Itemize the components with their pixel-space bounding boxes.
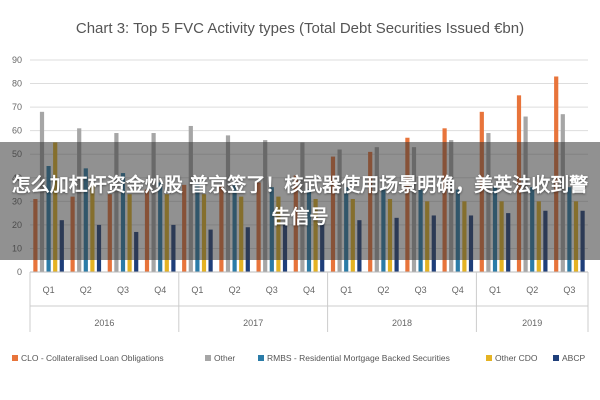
x-tick-label: Q1 [489, 285, 501, 295]
news-overlay-banner[interactable]: 怎么加杠杆资金炒股 普京签了！核武器使用场景明确，美英法收到警告信号 [0, 142, 600, 260]
group-label: 2018 [392, 318, 412, 328]
x-tick-label: Q4 [452, 285, 464, 295]
x-tick-label: Q1 [340, 285, 352, 295]
group-label: 2019 [522, 318, 542, 328]
x-tick-label: Q1 [43, 285, 55, 295]
legend-swatch [258, 355, 264, 361]
x-tick-label: Q3 [415, 285, 427, 295]
x-tick-label: Q3 [117, 285, 129, 295]
y-tick-label: 0 [17, 267, 22, 277]
y-tick-label: 70 [12, 102, 22, 112]
x-tick-label: Q4 [303, 285, 315, 295]
group-label: 2017 [243, 318, 263, 328]
legend: CLO - Collateralised Loan Obligations Oth… [12, 353, 585, 363]
group-label: 2016 [94, 318, 114, 328]
legend-entry: Other CDO [495, 353, 538, 363]
x-axis: Q1 Q2 Q3 Q4 Q1 Q2 Q3 Q4 Q1 Q2 Q3 Q4 Q1 Q2 Q3 2016 2017 20… [29, 271, 589, 332]
x-tick-label: Q2 [377, 285, 389, 295]
x-tick-label: Q2 [526, 285, 538, 295]
x-tick-label: Q4 [154, 285, 166, 295]
legend-entry: RMBS - Residential Mortgage Backed Secur… [267, 353, 450, 363]
chart-title: Chart 3: Top 5 FVC Activity types (Total… [76, 20, 524, 37]
x-tick-label: Q2 [229, 285, 241, 295]
legend-swatch [486, 355, 492, 361]
x-tick-label: Q3 [563, 285, 575, 295]
x-tick-label: Q2 [80, 285, 92, 295]
y-tick-label: 60 [12, 126, 22, 136]
legend-entry: ABCP [562, 353, 585, 363]
y-tick-label: 80 [12, 79, 22, 89]
legend-swatch [553, 355, 559, 361]
legend-swatch [205, 355, 211, 361]
overlay-headline[interactable]: 怎么加杠杆资金炒股 普京签了！核武器使用场景明确，美英法收到警告信号 [11, 174, 589, 228]
x-tick-label: Q3 [266, 285, 278, 295]
legend-entry: CLO - Collateralised Loan Obligations [21, 353, 164, 363]
x-tick-label: Q1 [191, 285, 203, 295]
y-tick-label: 90 [12, 55, 22, 65]
legend-entry: Other [214, 353, 235, 363]
legend-swatch [12, 355, 18, 361]
